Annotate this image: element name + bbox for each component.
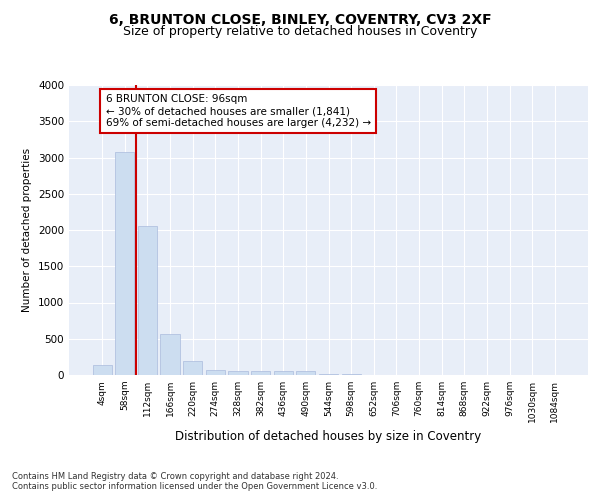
Y-axis label: Number of detached properties: Number of detached properties bbox=[22, 148, 32, 312]
Bar bbox=[296, 371, 316, 375]
Text: Size of property relative to detached houses in Coventry: Size of property relative to detached ho… bbox=[123, 25, 477, 38]
Bar bbox=[183, 360, 202, 375]
Text: Contains public sector information licensed under the Open Government Licence v3: Contains public sector information licen… bbox=[12, 482, 377, 491]
Bar bbox=[115, 152, 134, 375]
X-axis label: Distribution of detached houses by size in Coventry: Distribution of detached houses by size … bbox=[175, 430, 482, 444]
Bar bbox=[229, 370, 248, 375]
Bar bbox=[274, 371, 293, 375]
Text: 6, BRUNTON CLOSE, BINLEY, COVENTRY, CV3 2XF: 6, BRUNTON CLOSE, BINLEY, COVENTRY, CV3 … bbox=[109, 12, 491, 26]
Bar bbox=[160, 334, 180, 375]
Bar bbox=[138, 226, 157, 375]
Bar bbox=[319, 374, 338, 375]
Text: 6 BRUNTON CLOSE: 96sqm
← 30% of detached houses are smaller (1,841)
69% of semi-: 6 BRUNTON CLOSE: 96sqm ← 30% of detached… bbox=[106, 94, 371, 128]
Bar bbox=[206, 370, 225, 375]
Bar bbox=[92, 365, 112, 375]
Text: Contains HM Land Registry data © Crown copyright and database right 2024.: Contains HM Land Registry data © Crown c… bbox=[12, 472, 338, 481]
Bar bbox=[341, 374, 361, 375]
Bar bbox=[251, 371, 270, 375]
